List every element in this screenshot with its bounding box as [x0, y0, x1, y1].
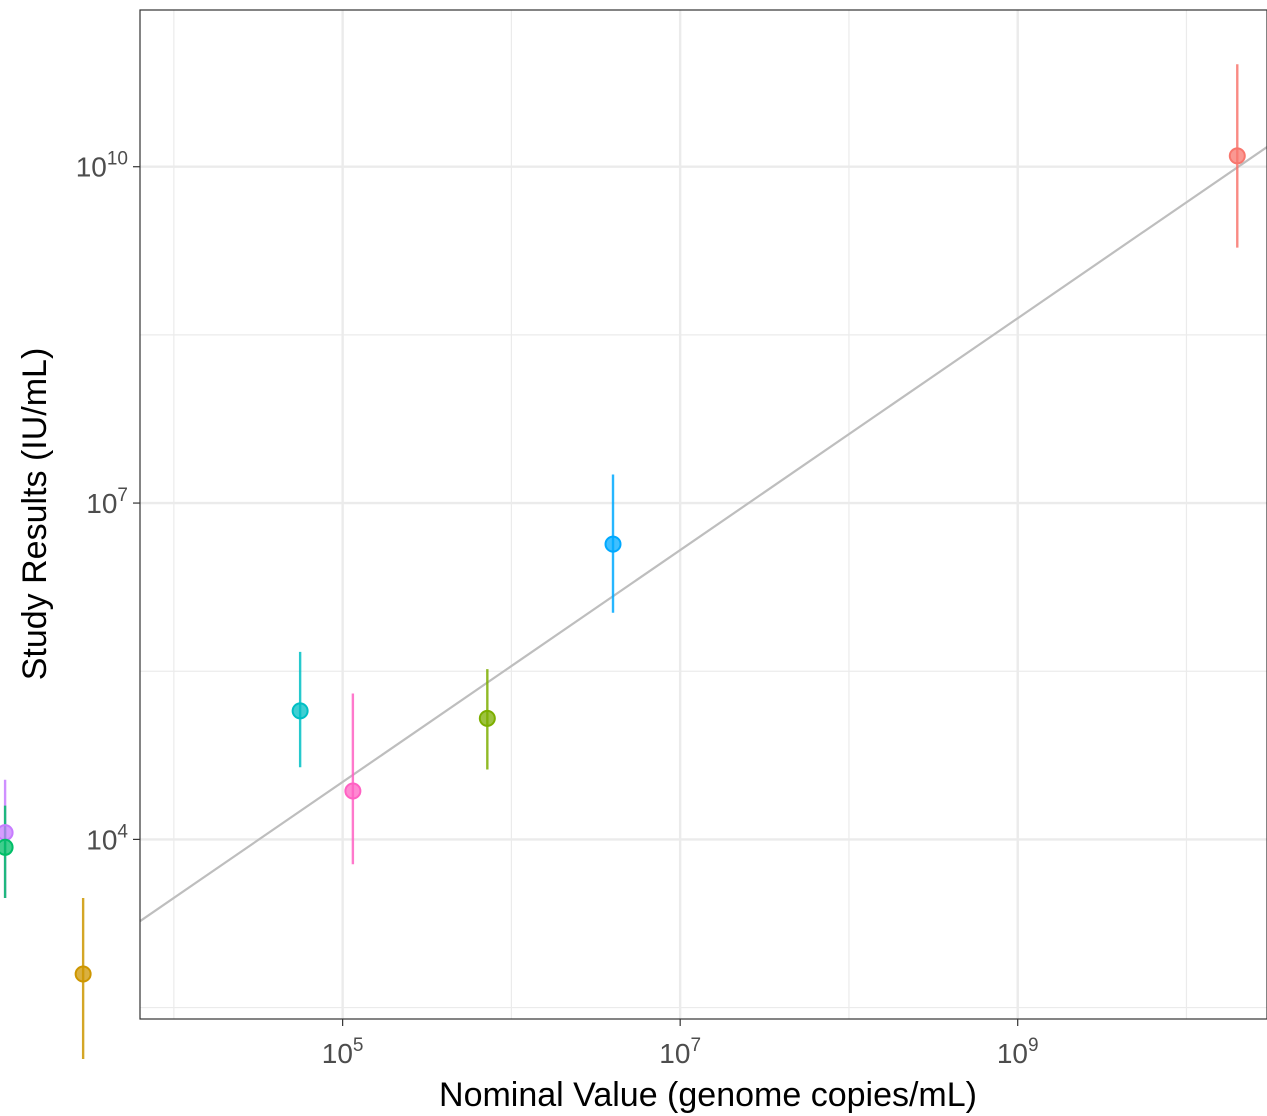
plot-panel-border: [139, 9, 1267, 1020]
data-point: [478, 709, 496, 727]
x-tick-label: 107: [659, 1035, 701, 1069]
y-tick-label: 107: [86, 485, 128, 519]
minor-gridlines: [140, 10, 1267, 1019]
data-point: [0, 824, 14, 842]
data-point: [1228, 147, 1246, 165]
x-axis-ticks: 105 107 109: [322, 1019, 1039, 1069]
data-point: [0, 838, 14, 856]
error-bars: [3, 64, 1239, 1059]
fit-line: [139, 146, 1267, 923]
data-point: [604, 535, 622, 553]
x-tick-label: 109: [997, 1035, 1039, 1069]
x-tick-label: 105: [322, 1035, 364, 1069]
y-axis-ticks: 104 107 1010: [76, 149, 140, 855]
data-point: [74, 965, 92, 983]
y-tick-label: 104: [86, 821, 128, 855]
data-points: [0, 147, 1246, 983]
y-tick-label: 1010: [76, 149, 128, 183]
major-gridlines: [140, 10, 1267, 1019]
data-point: [291, 702, 309, 720]
y-axis-title: Study Results (IU/mL): [16, 348, 54, 681]
data-point: [344, 782, 362, 800]
x-axis-title: Nominal Value (genome copies/mL): [439, 1076, 977, 1114]
